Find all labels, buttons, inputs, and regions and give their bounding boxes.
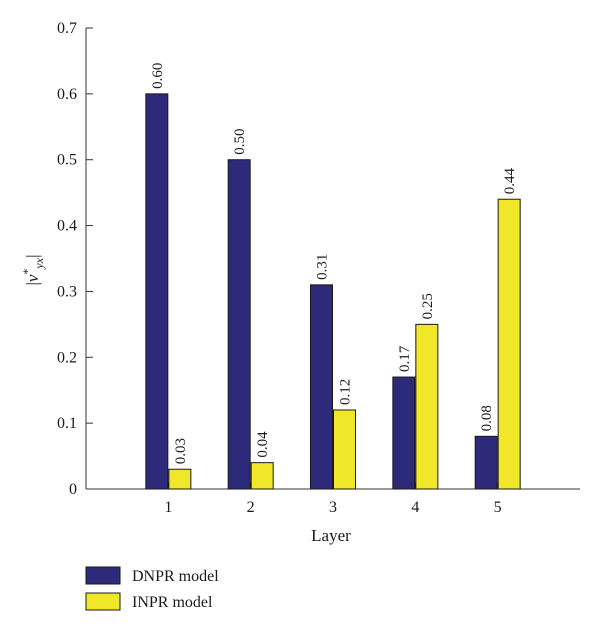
data-labels: 0.60 0.03 0.50 0.04 0.31 0.12 0.17 0.25 0.08 0.44 <box>150 63 518 465</box>
legend-label-inpr: INPR model <box>132 594 213 611</box>
data-label-inpr-layer-3: 0.12 <box>338 379 354 405</box>
y-tick-label: 0.1 <box>57 415 77 432</box>
bar-dnpr-layer-3 <box>310 284 333 490</box>
bar-inpr-layer-4 <box>415 323 439 490</box>
x-tick-label: 5 <box>494 499 502 516</box>
x-tick-label: 3 <box>329 499 337 516</box>
data-label-dnpr-layer-3: 0.31 <box>315 254 331 280</box>
bar-dnpr-layer-1 <box>145 93 169 490</box>
legend-swatch-dnpr <box>85 566 121 585</box>
x-axis-label: Layer <box>311 526 351 545</box>
data-label-dnpr-layer-2: 0.50 <box>232 128 248 154</box>
data-label-dnpr-layer-5: 0.08 <box>479 405 495 431</box>
bar-dnpr-layer-5 <box>474 435 498 490</box>
y-tick-label: 0.7 <box>57 20 77 37</box>
data-label-inpr-layer-5: 0.44 <box>502 167 518 194</box>
y-tick-label: 0.2 <box>57 349 77 366</box>
y-axis: 0 0.1 0.2 0.3 0.4 0.5 0.6 0.7 <box>57 20 93 498</box>
x-tick-label: 2 <box>247 499 255 516</box>
y-tick-label: 0.4 <box>57 218 77 235</box>
bars <box>145 93 521 490</box>
data-label-dnpr-layer-4: 0.17 <box>397 345 413 372</box>
y-axis-label: |ν*yx| <box>20 254 46 285</box>
x-tick-label: 4 <box>411 499 419 516</box>
bar-inpr-layer-2 <box>250 462 274 490</box>
y-tick-label: 0.5 <box>57 152 77 169</box>
y-tick-label: 0 <box>69 481 77 498</box>
bar-dnpr-layer-2 <box>227 159 251 490</box>
data-label-inpr-layer-2: 0.04 <box>255 431 271 458</box>
bar-dnpr-layer-4 <box>392 376 416 490</box>
bar-inpr-layer-3 <box>333 409 356 490</box>
data-label-inpr-layer-1: 0.03 <box>173 438 189 464</box>
y-tick-label: 0.6 <box>57 86 77 103</box>
x-tick-label: 1 <box>164 499 172 516</box>
bar-inpr-layer-5 <box>497 198 521 490</box>
y-tick-label: 0.3 <box>57 283 77 300</box>
bar-inpr-layer-1 <box>168 468 192 490</box>
data-label-dnpr-layer-1: 0.60 <box>150 63 166 89</box>
legend: DNPR model INPR model <box>85 566 219 611</box>
data-label-inpr-layer-4: 0.25 <box>420 293 436 319</box>
legend-label-dnpr: DNPR model <box>132 568 219 585</box>
legend-swatch-inpr <box>85 592 121 611</box>
